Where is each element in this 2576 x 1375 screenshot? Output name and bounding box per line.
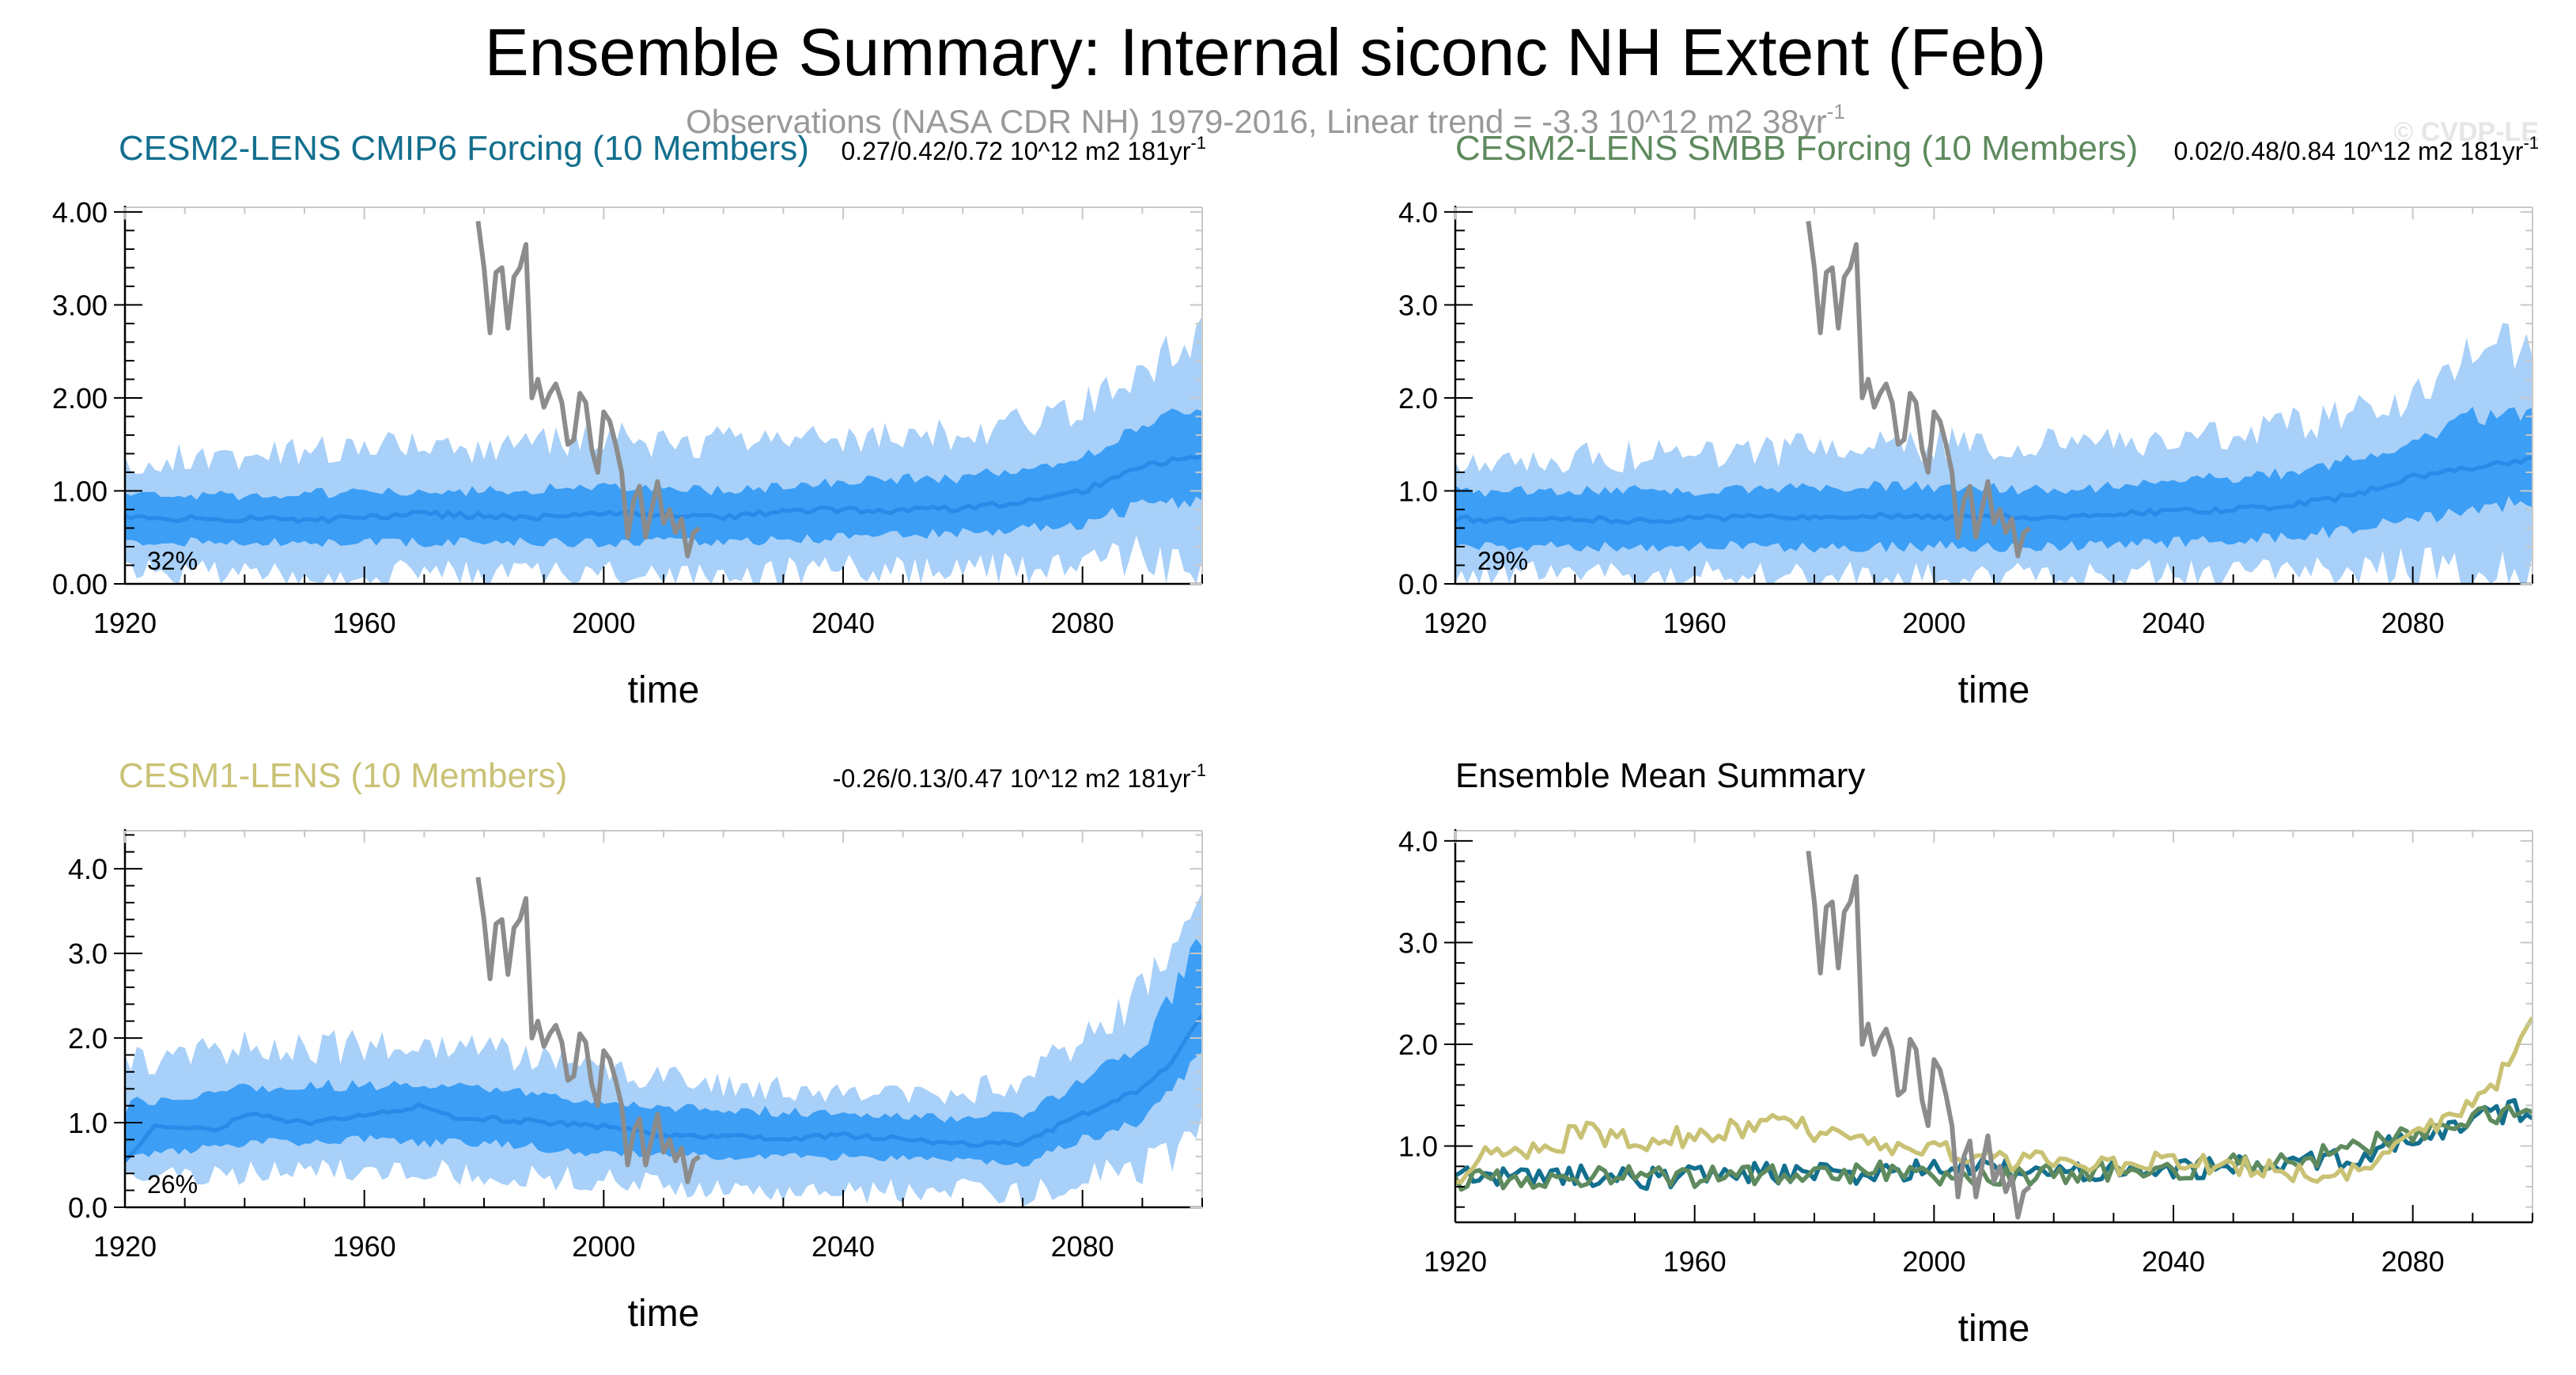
x-tick-label: 1920 [93, 1230, 157, 1263]
x-axis-label: time [628, 1293, 700, 1335]
percent-label: 26% [147, 1170, 198, 1199]
x-tick-label: 1960 [1663, 1245, 1727, 1278]
ensemble-mean-line [125, 1013, 1202, 1163]
y-tick-label: 0.0 [68, 1191, 108, 1224]
plot-area [1455, 850, 2532, 1220]
x-tick-label: 2040 [811, 1230, 875, 1263]
x-tick-label: 2040 [2142, 1245, 2205, 1278]
series-line-observations [1806, 850, 2032, 1220]
chart-panels: CESM2-LENS CMIP6 Forcing (10 Members) 0.2… [52, 129, 2539, 1350]
x-tick-label: 2080 [2381, 607, 2445, 639]
y-tick-label: 3.0 [1398, 289, 1438, 321]
x-tick-label: 2080 [1051, 1230, 1114, 1263]
y-tick-label: 1.0 [1398, 1131, 1438, 1163]
x-axis-label: time [1958, 669, 2030, 711]
x-tick-label: 2080 [2381, 1245, 2445, 1278]
observations-line [1806, 221, 2032, 559]
trend-superscript: -1 [1190, 133, 1206, 153]
x-tick-label: 1960 [1663, 607, 1727, 639]
trend-value: 0.27/0.42/0.72 10^12 m2 181yr [841, 137, 1190, 165]
x-tick-label: 2000 [572, 1230, 635, 1263]
x-tick-label: 1920 [1424, 1245, 1487, 1278]
chart-panel-ensemble-mean-summary: Ensemble Mean Summary 1920 1960 2000 2040 208… [1398, 756, 2533, 1350]
outer-spread-band [125, 892, 1202, 1207]
y-tick-label: 3.0 [1398, 926, 1438, 959]
y-tick-label: 3.0 [68, 938, 108, 970]
x-axis-label: time [628, 669, 700, 711]
x-axis-label: time [1958, 1308, 2030, 1350]
y-tick-label: 4.0 [1398, 196, 1438, 229]
y-tick-label: 4.0 [1398, 825, 1438, 858]
plot-area [1455, 221, 2532, 584]
trend-text: 0.02/0.48/0.84 10^12 m2 181yr-1 [2173, 133, 2539, 165]
y-tick-label: 1.00 [52, 475, 108, 507]
plot-area [125, 877, 1202, 1207]
figure-title: Ensemble Summary: Internal siconc NH Ext… [485, 15, 2047, 89]
observations-line [475, 877, 702, 1184]
x-tick-label: 1920 [1424, 607, 1487, 639]
x-tick-label: 1920 [93, 607, 157, 639]
panel-title: Ensemble Mean Summary [1455, 756, 1865, 795]
trend-value: -0.26/0.13/0.47 10^12 m2 181yr [833, 764, 1191, 793]
trend-superscript: -1 [1190, 760, 1206, 780]
series-line-cesm1-lens [1455, 1016, 2532, 1185]
observations-line [475, 221, 702, 559]
y-tick-label: 0.0 [1398, 568, 1438, 600]
watermark: © CVDP-LE [2393, 117, 2539, 147]
y-tick-label: 4.0 [68, 853, 108, 885]
x-tick-label: 2040 [2142, 607, 2205, 639]
percent-label: 29% [1477, 547, 1528, 575]
y-tick-label: 1.0 [1398, 475, 1438, 507]
x-tick-label: 2080 [1051, 607, 1114, 639]
subtitle-superscript: -1 [1827, 100, 1845, 123]
chart-panel-cesm2-cmip6: CESM2-LENS CMIP6 Forcing (10 Members) 0.2… [52, 129, 1206, 711]
y-tick-label: 2.0 [68, 1022, 108, 1055]
percent-label: 32% [147, 547, 198, 575]
y-tick-label: 3.00 [52, 289, 108, 321]
y-tick-label: 1.0 [68, 1107, 108, 1139]
y-tick-label: 2.0 [1398, 1028, 1438, 1061]
x-tick-label: 1960 [333, 1230, 396, 1263]
trend-text: -0.26/0.13/0.47 10^12 m2 181yr-1 [833, 760, 1206, 793]
y-tick-label: 2.00 [52, 382, 108, 415]
chart-panel-cesm1: CESM1-LENS (10 Members) -0.26/0.13/0.47 1… [68, 756, 1206, 1335]
plot-area [125, 221, 1202, 584]
x-tick-label: 2040 [811, 607, 875, 639]
figure-subtitle: Observations (NASA CDR NH) 1979-2016, Li… [686, 100, 1845, 140]
y-tick-label: 4.00 [52, 196, 108, 229]
inner-spread-band [1455, 407, 2532, 553]
panel-title: CESM2-LENS SMBB Forcing (10 Members) [1455, 129, 2138, 168]
x-tick-label: 2000 [1902, 1245, 1965, 1278]
x-tick-label: 1960 [333, 607, 396, 639]
panel-title: CESM2-LENS CMIP6 Forcing (10 Members) [119, 129, 809, 168]
subtitle-text: Observations (NASA CDR NH) 1979-2016, Li… [686, 103, 1827, 140]
chart-panel-cesm2-smbb: CESM2-LENS SMBB Forcing (10 Members) 0.02… [1398, 129, 2539, 711]
x-tick-label: 2000 [1902, 607, 1965, 639]
y-tick-label: 0.00 [52, 568, 108, 600]
trend-superscript: -1 [2523, 133, 2539, 153]
x-tick-label: 2000 [572, 607, 635, 639]
y-tick-label: 2.0 [1398, 382, 1438, 415]
trend-value: 0.02/0.48/0.84 10^12 m2 181yr [2173, 137, 2523, 165]
trend-text: 0.27/0.42/0.72 10^12 m2 181yr-1 [841, 133, 1206, 165]
panel-title: CESM1-LENS (10 Members) [119, 756, 567, 795]
